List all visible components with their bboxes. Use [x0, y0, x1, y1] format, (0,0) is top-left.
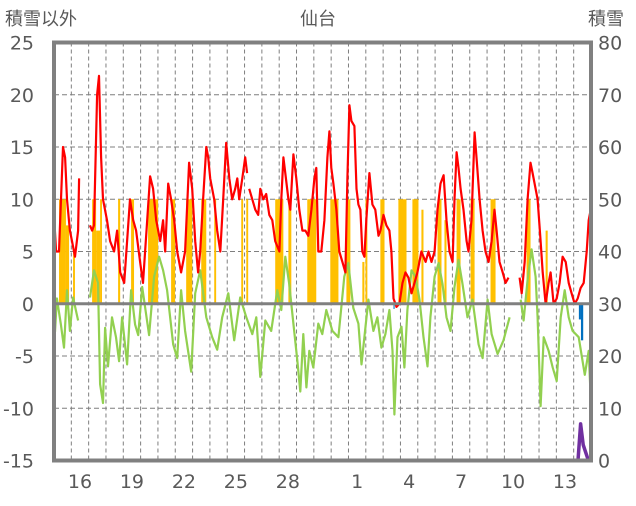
orange-bar [92, 199, 97, 304]
orange-bar [241, 199, 244, 304]
x-tick-label: 13 [553, 471, 577, 493]
orange-bar [412, 199, 419, 304]
plot-frame [52, 40, 593, 463]
purple-line [54, 422, 591, 463]
orange-bar [526, 199, 531, 304]
x-tick-label: 22 [172, 471, 196, 493]
plot-marks [52, 40, 593, 463]
x-tick-label: 28 [276, 471, 300, 493]
orange-bar [73, 251, 75, 304]
green-line-segment [519, 248, 593, 408]
x-tick-label: 1 [351, 471, 363, 493]
blue-bars [393, 303, 584, 341]
left-tick-label: -5 [15, 346, 34, 368]
left-tick-label: 15 [10, 137, 34, 159]
tick-labels: -15 -10 -5 0 5 10 15 20 25 0 10 20 30 40 50 60 70 80 16 19 2… [3, 33, 622, 494]
blue-bar [393, 303, 395, 309]
orange-bar [307, 199, 317, 304]
orange-bar [362, 261, 365, 304]
green-line [53, 248, 593, 416]
purple-line-segment [520, 422, 591, 463]
left-tick-label: -15 [3, 451, 34, 473]
orange-bar [288, 199, 292, 304]
x-tick-label: 19 [120, 471, 144, 493]
orange-bar [59, 199, 66, 304]
orange-bar [490, 199, 496, 304]
left-tick-label: 5 [22, 242, 34, 264]
orange-bar [131, 199, 135, 304]
orange-bar [346, 199, 351, 304]
orange-bar [444, 220, 447, 304]
left-tick-label: 10 [10, 189, 34, 211]
orange-bar [148, 199, 159, 304]
orange-bar [470, 199, 475, 304]
orange-bar [96, 230, 101, 304]
right-tick-label: 30 [598, 294, 622, 316]
orange-bar [456, 199, 461, 304]
right-tick-label: 50 [598, 189, 622, 211]
right-tick-label: 40 [598, 242, 622, 264]
blue-bar [578, 303, 581, 320]
x-tick-label: 7 [455, 471, 467, 493]
right-axis-title: 積雪 [588, 9, 624, 30]
orange-bar [214, 199, 217, 304]
gridlines [54, 42, 591, 461]
left-axis-title: 積雪以外 [5, 9, 77, 30]
x-tick-label: 10 [501, 471, 525, 493]
left-tick-label: 0 [22, 294, 34, 316]
right-tick-label: 0 [598, 451, 610, 473]
green-line-segment [88, 255, 511, 416]
orange-bar [330, 199, 339, 304]
right-tick-label: 60 [598, 137, 622, 159]
orange-bar [380, 199, 385, 304]
orange-bar [186, 199, 193, 304]
red-line [52, 74, 592, 308]
right-tick-label: 20 [598, 346, 622, 368]
red-line-segment [52, 145, 81, 258]
orange-bar [246, 199, 249, 304]
orange-bar [365, 199, 368, 304]
orange-bar [437, 199, 442, 304]
blue-bar [580, 303, 584, 341]
left-tick-label: 25 [10, 33, 34, 55]
orange-bar [201, 199, 207, 304]
orange-bar [100, 199, 102, 304]
orange-bar [171, 199, 176, 304]
left-tick-label: -10 [3, 398, 34, 420]
chart-title: 仙台 [300, 9, 336, 30]
red-line-segment [248, 104, 510, 308]
right-tick-label: 80 [598, 33, 622, 55]
left-tick-label: 20 [10, 85, 34, 107]
x-tick-label: 4 [403, 471, 415, 493]
orange-bar [545, 230, 548, 304]
red-line-segment [88, 74, 249, 284]
x-tick-label: 25 [224, 471, 248, 493]
orange-bar [398, 199, 407, 304]
orange-bar [65, 225, 70, 304]
right-tick-label: 10 [598, 398, 622, 420]
x-tick-label: 16 [68, 471, 92, 493]
right-tick-label: 70 [598, 85, 622, 107]
